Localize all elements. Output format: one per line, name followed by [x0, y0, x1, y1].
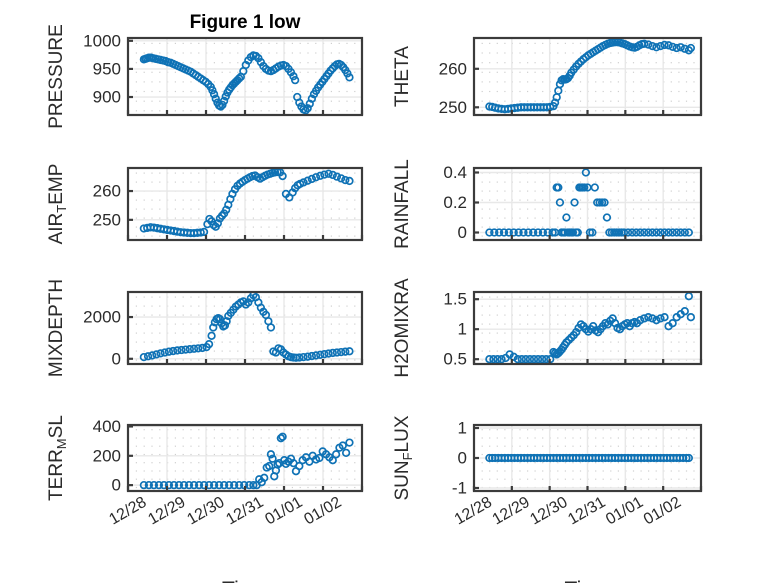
xtick-label: 12/28	[106, 494, 149, 529]
y-ticks: 0.5 1 1.5	[443, 290, 479, 369]
ytick-label: 1000	[83, 31, 121, 50]
xtick-label: 01/01	[262, 494, 305, 529]
major-grid	[128, 168, 362, 240]
ytick-label: 950	[93, 59, 121, 78]
y-axis-label: MIXDEPTH	[46, 279, 67, 377]
y-ticks: 0 200 400	[93, 417, 133, 495]
xtick-label: 12/28	[452, 494, 495, 529]
ytick-label: -1	[452, 478, 467, 497]
y-axis-label: TERRMSL	[46, 415, 69, 501]
data-series	[139, 167, 354, 238]
xtick-label: 12/29	[145, 494, 188, 529]
ytick-label: 0	[112, 476, 121, 495]
subplot-rainfall: 0 0.2 0.4 RAINFALL	[392, 159, 703, 249]
ytick-label: 400	[93, 417, 121, 436]
y-ticks: 250 260	[439, 59, 479, 117]
ytick-label: 0.2	[443, 193, 467, 212]
xtick-label: 12/30	[184, 494, 227, 529]
xtick-label: 01/02	[301, 494, 344, 529]
y-axis-label: THETA	[392, 46, 413, 107]
subplot-mixdepth: 0 2000 MIXDEPTH	[46, 279, 364, 377]
data-series	[139, 290, 354, 362]
ytick-label: 250	[93, 210, 121, 229]
xtick-label: 12/29	[490, 494, 533, 529]
xtick-label: 01/02	[641, 494, 684, 529]
y-ticks: -1 0 1	[452, 418, 479, 497]
xtick-label: 01/01	[603, 494, 646, 529]
y-axis-label: SUNFLUX	[392, 415, 415, 500]
ytick-label: 250	[439, 98, 467, 117]
ytick-label: 1.5	[443, 290, 467, 309]
x-axis-label: Time	[565, 578, 611, 583]
ytick-label: 0	[458, 223, 467, 242]
y-axis-label: AIRTEMP	[46, 164, 69, 245]
y-axis-label: PRESSURE	[46, 24, 67, 129]
data-series	[485, 292, 696, 364]
data-series	[485, 453, 693, 463]
subplot-h2omixra: 0.5 1 1.5 H2OMIXRA	[392, 278, 703, 378]
ytick-label: 0	[112, 349, 121, 368]
y-axis-label: RAINFALL	[392, 159, 413, 249]
y-ticks: 0 2000	[83, 308, 133, 368]
subplot-theta: 250 260 THETA	[392, 36, 703, 117]
ytick-label: 2000	[83, 308, 121, 327]
xtick-label: 12/31	[223, 494, 266, 529]
ytick-label: 0	[458, 448, 467, 467]
subplot-pressure: 900 950 1000 PRESSURE Figure 1 low	[46, 12, 364, 129]
ytick-label: 200	[93, 446, 121, 465]
y-axis-label: H2OMIXRA	[392, 278, 413, 378]
ytick-label: 1	[458, 418, 467, 437]
ytick-label: 0.5	[443, 350, 467, 369]
y-ticks: 0 0.2 0.4	[443, 163, 479, 242]
xtick-label: 12/31	[565, 494, 608, 529]
data-series	[139, 51, 354, 115]
ytick-label: 1	[458, 320, 467, 339]
data-series	[485, 38, 696, 114]
x-ticks	[472, 110, 703, 115]
ytick-label: 260	[93, 182, 121, 201]
x-ticks	[472, 359, 703, 364]
y-ticks: 900 950 1000	[83, 31, 133, 106]
figure-title: Figure 1 low	[190, 12, 301, 33]
ytick-label: 0.4	[443, 163, 467, 182]
ytick-label: 260	[439, 59, 467, 78]
x-ticks	[126, 110, 364, 115]
xtick-label: 12/30	[527, 494, 570, 529]
x-axis-label: Time	[222, 578, 268, 583]
x-ticks	[472, 235, 703, 240]
x-ticks	[126, 359, 364, 364]
x-ticks	[126, 235, 364, 240]
data-series	[485, 168, 693, 237]
data-series	[139, 432, 354, 490]
ytick-label: 900	[93, 87, 121, 106]
